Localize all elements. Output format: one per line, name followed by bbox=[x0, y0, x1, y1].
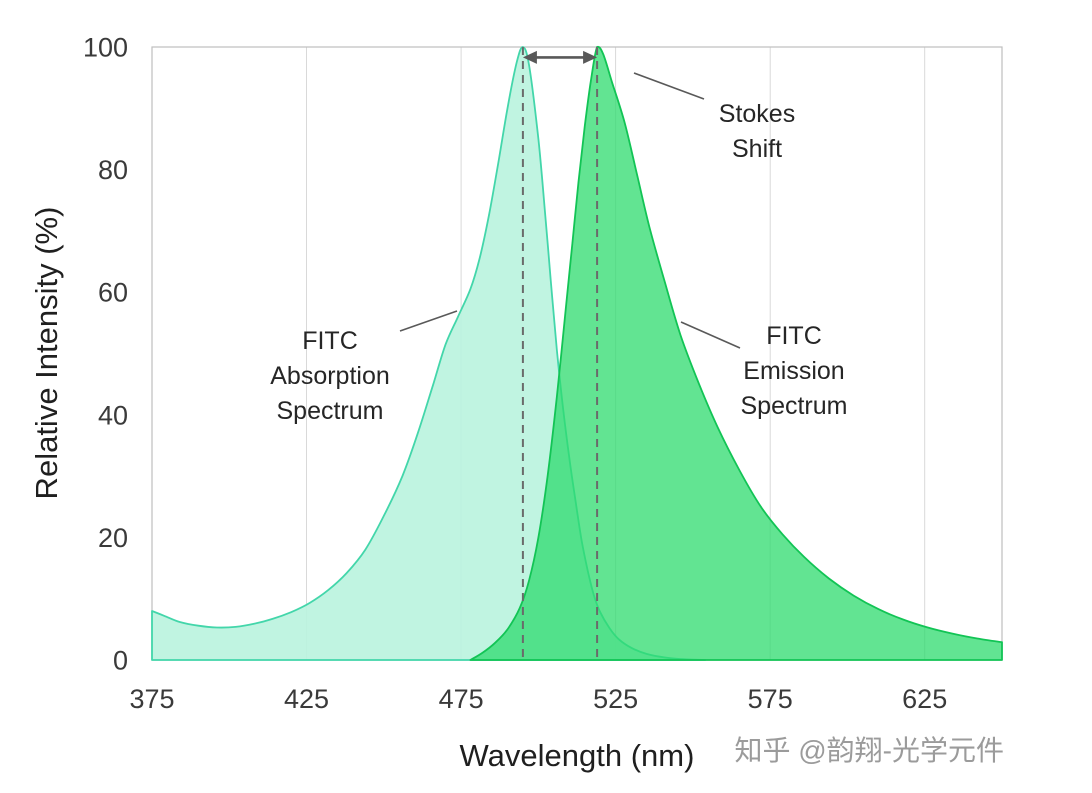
y-tick-20: 20 bbox=[98, 523, 128, 553]
stokes-shift-label-leader-line bbox=[633, 72, 705, 100]
y-tick-80: 80 bbox=[98, 155, 128, 185]
absorption-label-leader-line bbox=[399, 310, 458, 332]
y-axis-title: Relative Intensity (%) bbox=[29, 207, 64, 500]
axis-tick-labels: 0 20 40 60 80 100 375 425 475 525 575 625 bbox=[83, 33, 947, 715]
emission-spectrum-area bbox=[469, 45, 1003, 661]
arrowhead-right-icon bbox=[583, 50, 598, 64]
stokes-shift-markers bbox=[521, 47, 599, 660]
x-tick-425: 425 bbox=[284, 684, 329, 714]
y-tick-100: 100 bbox=[83, 33, 128, 63]
x-axis-title: Wavelength (nm) bbox=[460, 738, 695, 773]
x-tick-525: 525 bbox=[593, 684, 638, 714]
x-tick-475: 475 bbox=[439, 684, 484, 714]
arrowhead-left-icon bbox=[522, 50, 537, 64]
y-tick-40: 40 bbox=[98, 400, 128, 430]
series-layer bbox=[151, 45, 1003, 661]
x-tick-625: 625 bbox=[902, 684, 947, 714]
stokes-shift-label: Stokes Shift bbox=[719, 100, 795, 163]
y-tick-60: 60 bbox=[98, 278, 128, 308]
x-tick-575: 575 bbox=[748, 684, 793, 714]
emission-label: FITC Emission Spectrum bbox=[741, 322, 848, 420]
absorption-label: FITC Absorption Spectrum bbox=[270, 327, 390, 425]
watermark: 知乎 @韵翔-光学元件 bbox=[734, 735, 1004, 766]
x-tick-375: 375 bbox=[129, 684, 174, 714]
annotation-layer: Stokes Shift FITC Absorption Spectrum FITC Emi… bbox=[270, 72, 848, 425]
emission-label-leader-line bbox=[680, 321, 741, 349]
y-tick-0: 0 bbox=[113, 646, 128, 676]
